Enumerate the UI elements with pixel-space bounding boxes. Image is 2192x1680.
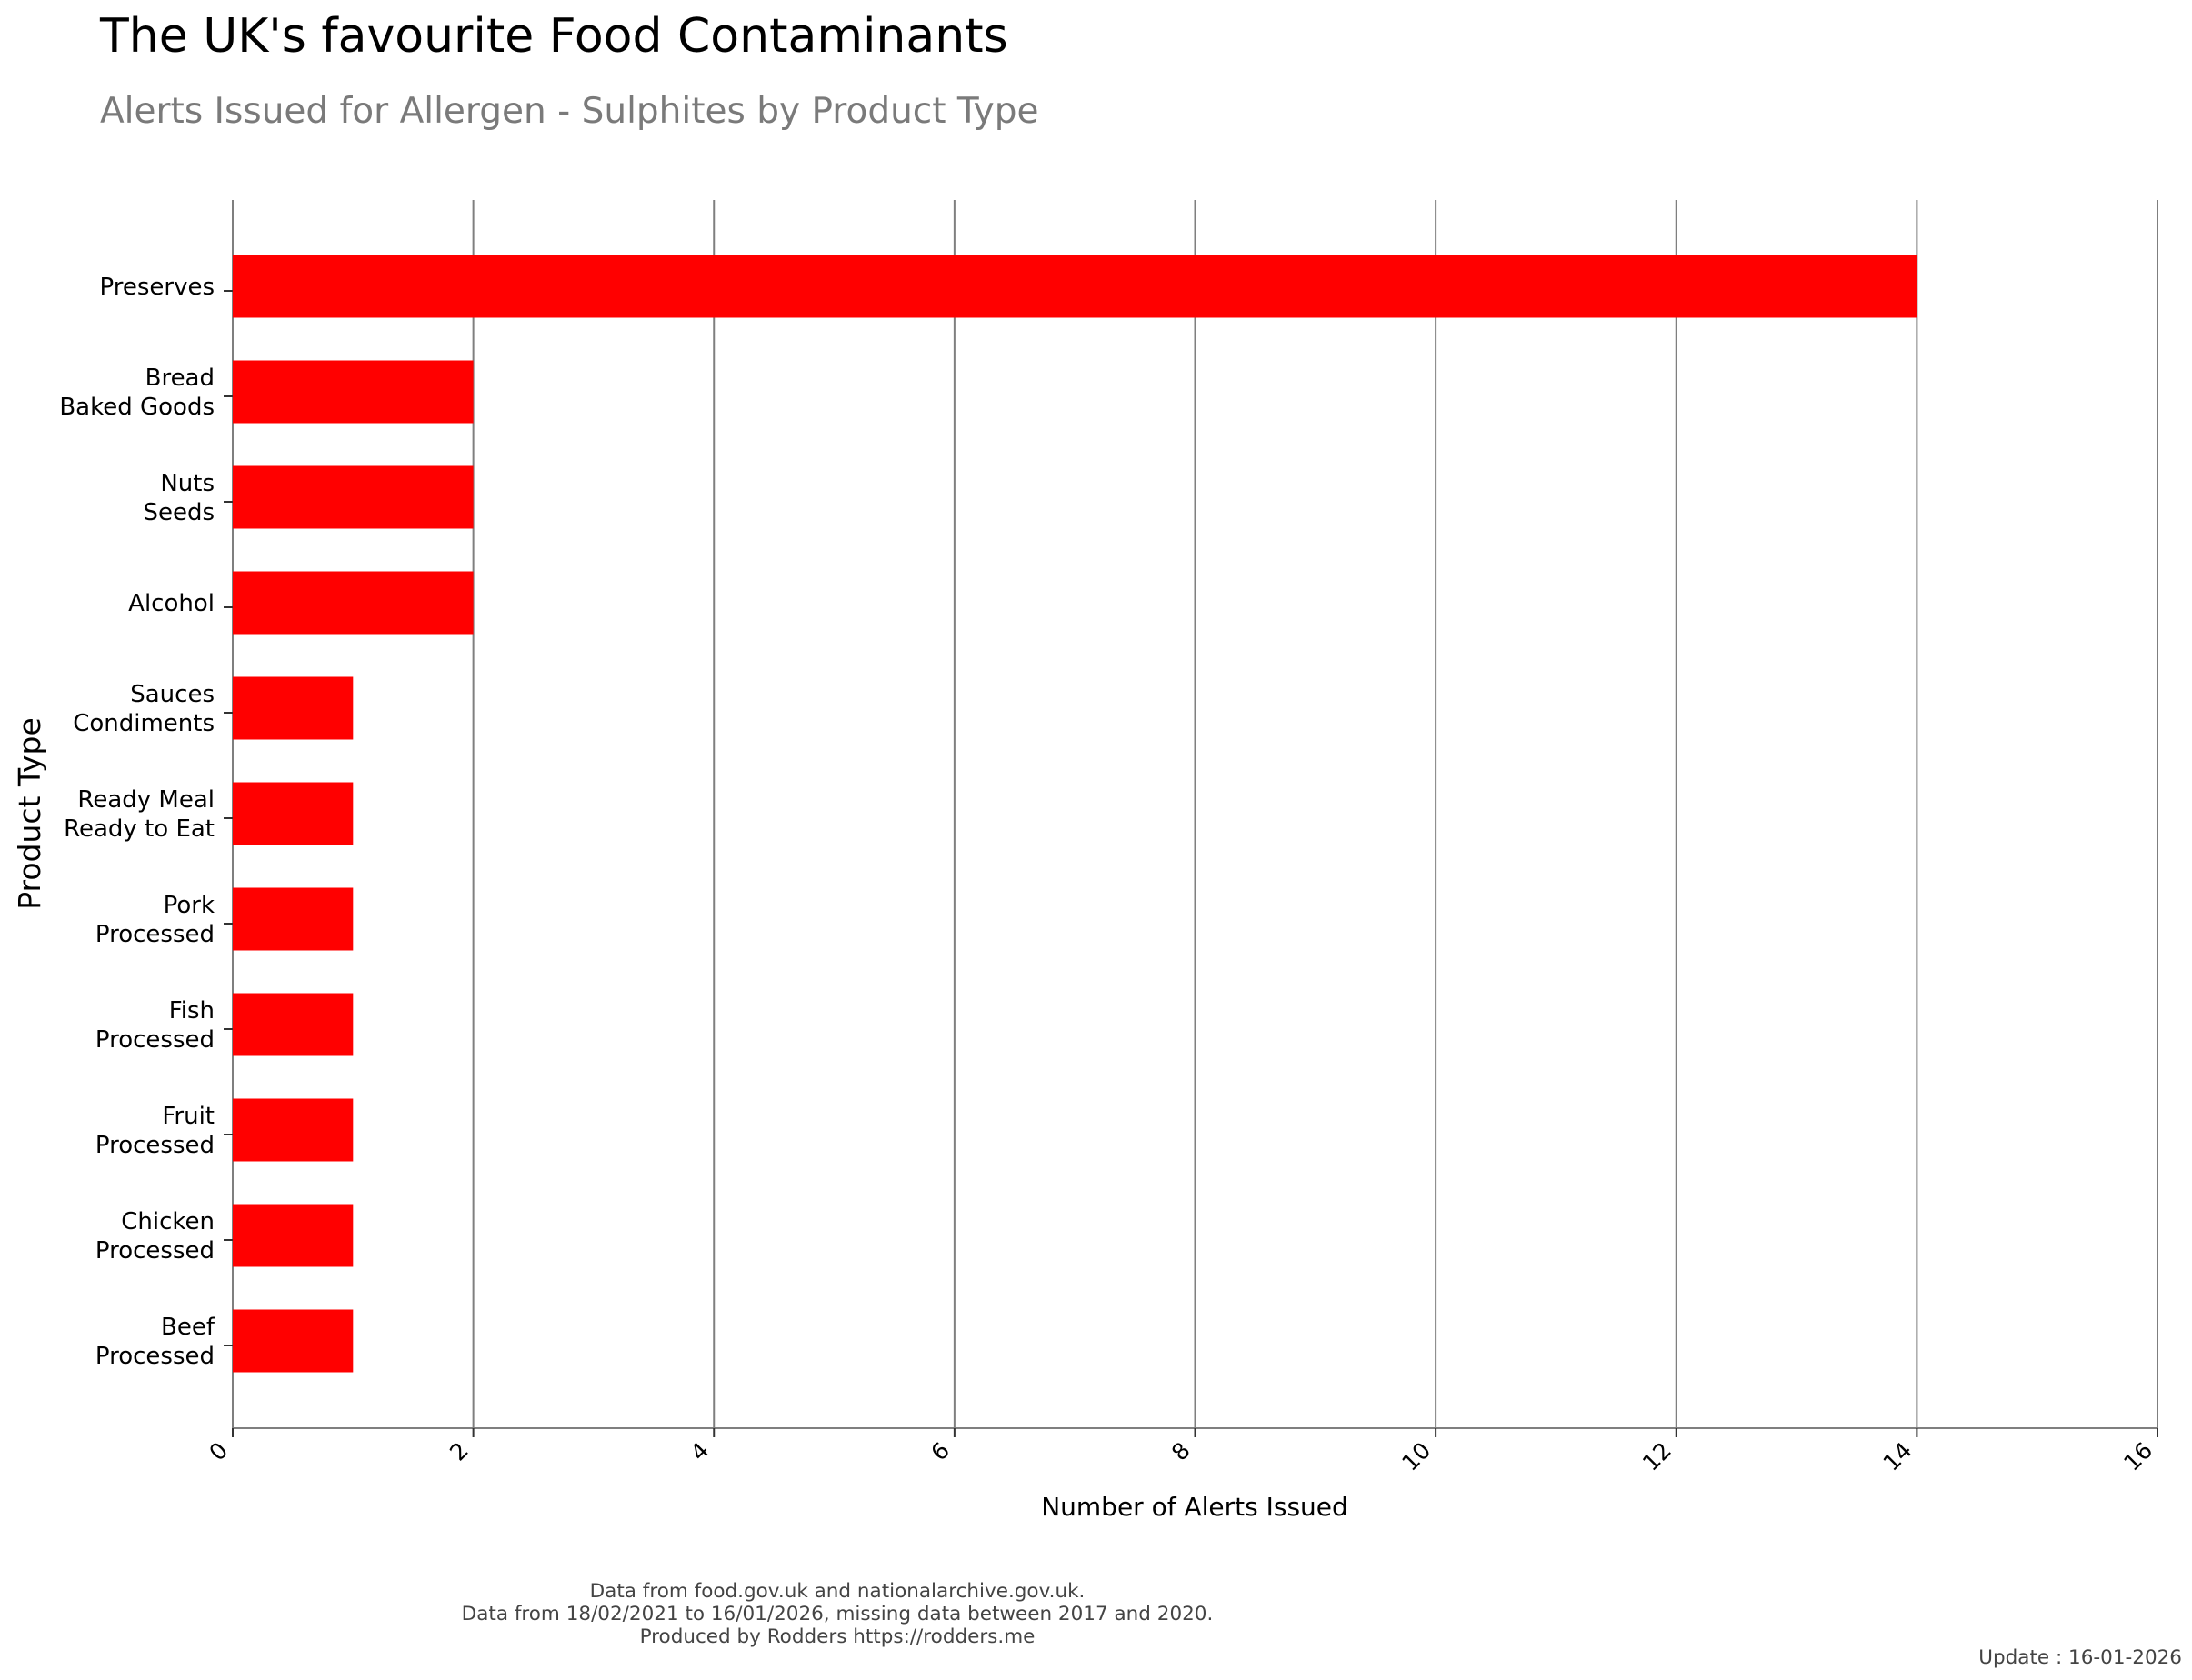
bar: [233, 782, 354, 845]
y-category-label-line: Seeds: [143, 499, 215, 526]
footer-date-range-note: Data from 18/02/2021 to 16/01/2026, miss…: [461, 1603, 1214, 1625]
bar: [233, 887, 354, 951]
y-category-label-line: Sauces: [130, 681, 215, 708]
y-category-label-line: Pork: [164, 892, 215, 919]
bar: [233, 571, 474, 635]
x-tick-label: 0: [204, 1437, 233, 1466]
bars: [233, 255, 1917, 1373]
y-category-label-line: Preserves: [100, 274, 215, 301]
y-category-label: Chicken Processed: [95, 1208, 215, 1265]
x-tick-label: 12: [1637, 1437, 1677, 1476]
x-tick-label: 10: [1396, 1437, 1436, 1476]
bar: [233, 1309, 354, 1373]
y-category-label-line: Processed: [95, 1237, 215, 1265]
y-category-label-line: Beef: [161, 1314, 215, 1341]
x-tick-label: 4: [686, 1437, 715, 1466]
x-tick-label: 14: [1878, 1437, 1917, 1476]
y-category-label: Ready Meal Ready to Eat: [64, 786, 215, 843]
x-axis-title: Number of Alerts Issued: [1041, 1492, 1348, 1522]
y-axis-title: Product Type: [12, 717, 47, 910]
x-tick-label: 2: [445, 1437, 474, 1466]
chart-subtitle: Alerts Issued for Allergen - Sulphites b…: [100, 91, 1039, 132]
y-category-label-line: Processed: [95, 1026, 215, 1054]
chart-title: The UK's favourite Food Contaminants: [100, 9, 1008, 64]
gridlines: [232, 200, 2158, 1428]
bar: [233, 1098, 354, 1162]
x-tick-label: 8: [1166, 1437, 1196, 1466]
y-category-label-line: Processed: [95, 921, 215, 948]
bar: [233, 255, 1917, 318]
y-category-label: Sauces Condiments: [73, 681, 215, 737]
y-category-label-line: Processed: [95, 1132, 215, 1159]
bar: [233, 360, 474, 424]
y-category-label: Beef Processed: [95, 1314, 215, 1370]
x-tick-label: 6: [926, 1437, 955, 1466]
footer-source-note: Data from food.gov.uk and nationalarchiv…: [589, 1580, 1086, 1603]
y-category-label-line: Ready to Eat: [64, 815, 215, 843]
y-category-label-line: Fish: [169, 997, 215, 1025]
y-category-label: Preserves: [100, 274, 215, 301]
y-category-label-line: Ready Meal: [77, 786, 215, 814]
axes: [224, 290, 2158, 1437]
x-tick-label: 16: [2118, 1437, 2157, 1476]
y-category-label-line: Fruit: [162, 1103, 215, 1130]
y-category-label-line: Baked Goods: [59, 394, 215, 421]
y-category-label-line: Processed: [95, 1343, 215, 1370]
y-category-label: Nuts Seeds: [143, 470, 215, 526]
y-category-label: Fish Processed: [95, 997, 215, 1054]
bar: [233, 676, 354, 740]
y-category-label-line: Alcohol: [128, 590, 215, 617]
y-category-label: Alcohol: [128, 590, 215, 617]
y-category-label: Pork Processed: [95, 892, 215, 948]
bar: [233, 465, 474, 529]
y-category-label-line: Bread: [145, 365, 215, 392]
footer-credit: Produced by Rodders https://rodders.me: [639, 1625, 1036, 1648]
y-category-label-line: Condiments: [73, 710, 215, 737]
bar: [233, 993, 354, 1056]
y-category-label: Fruit Processed: [95, 1103, 215, 1159]
y-category-label-line: Nuts: [160, 470, 215, 497]
update-note: Update : 16-01-2026: [1978, 1646, 2182, 1669]
y-category-label-line: Chicken: [121, 1208, 215, 1235]
y-category-label: Bread Baked Goods: [59, 365, 215, 421]
bar: [233, 1204, 354, 1267]
